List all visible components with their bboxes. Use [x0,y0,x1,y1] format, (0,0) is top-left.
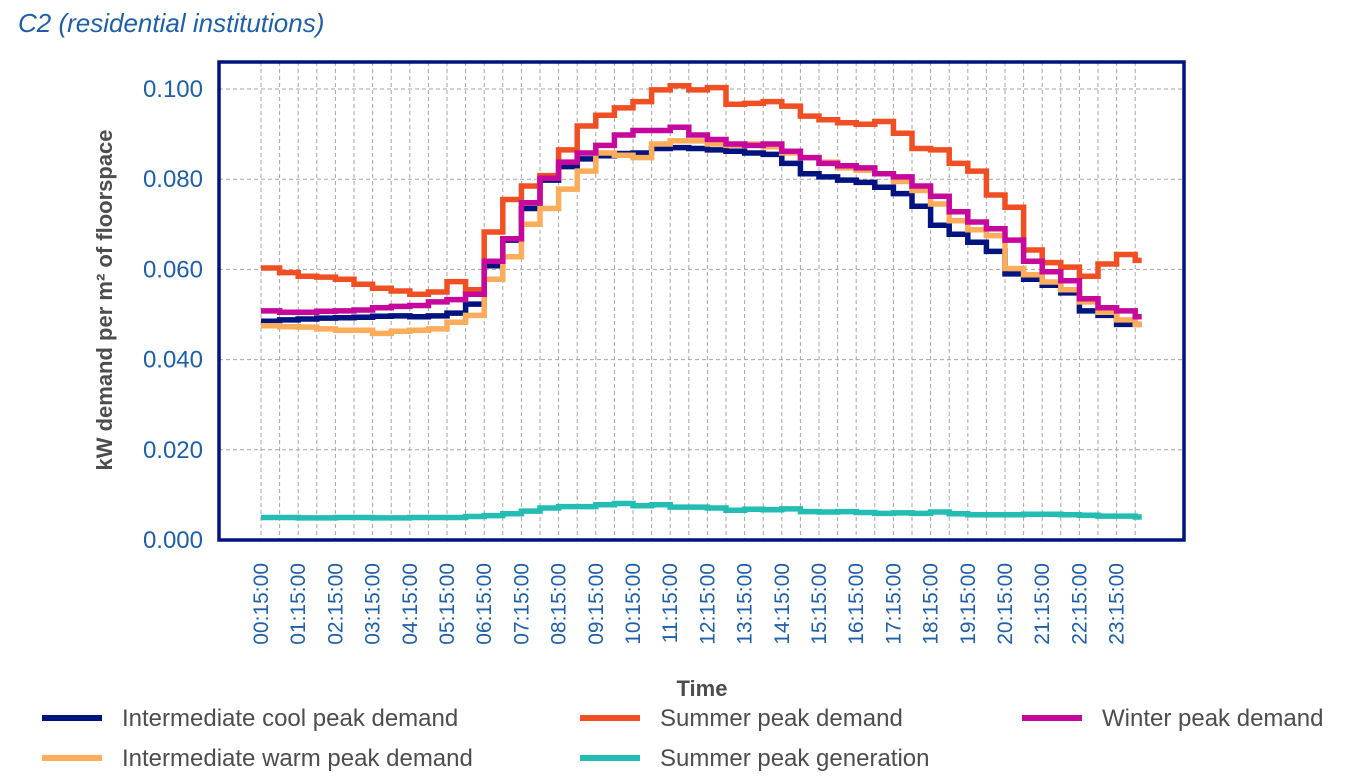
y-tick-label: 0.000 [143,527,203,554]
x-tick-label: 08:15:00 [548,563,571,645]
x-tick-label: 07:15:00 [510,563,533,645]
y-tick-label: 0.080 [143,166,203,193]
x-tick-label: 19:15:00 [957,563,980,645]
x-tick-label: 18:15:00 [920,563,943,645]
x-tick-label: 00:15:00 [250,563,273,645]
series-line [261,124,1142,320]
legend-label: Summer peak demand [660,705,903,732]
x-axis-title: Time [677,676,728,701]
series-line [261,500,1142,521]
y-tick-label: 0.020 [143,437,203,464]
x-tick-label: 11:15:00 [659,563,682,643]
series-lines [261,83,1142,521]
x-tick-label: 17:15:00 [882,563,905,645]
x-tick-label: 22:15:00 [1068,563,1091,645]
x-tick-label: 03:15:00 [362,563,385,645]
x-tick-label: 10:15:00 [622,563,645,645]
legend-label: Intermediate warm peak demand [122,745,473,772]
legend-label: Winter peak demand [1102,705,1323,732]
x-tick-label: 14:15:00 [771,563,794,645]
x-tick-label: 20:15:00 [994,563,1017,645]
x-tick-label: 13:15:00 [734,563,757,645]
y-tick-label: 0.060 [143,256,203,283]
legend: Intermediate cool peak demand Summer peak… [42,705,1323,772]
legend-label: Summer peak generation [660,745,929,772]
y-tick-label: 0.100 [143,76,203,103]
series-line [261,144,1142,328]
x-tick-label: 15:15:00 [808,563,831,645]
plot-area-border [217,60,1186,542]
x-tick-label: 23:15:00 [1106,563,1129,645]
y-axis-title: kW demand per m² of floorspace [92,129,117,470]
x-axis-ticks: 00:15:00 01:15:00 02:15:00 03:15:00 04:15:00… [250,563,1129,645]
x-tick-label: 09:15:00 [585,563,608,645]
series-line [261,83,1142,297]
x-tick-label: 12:15:00 [696,563,719,645]
x-tick-label: 06:15:00 [473,563,496,645]
x-tick-label: 05:15:00 [436,563,459,645]
y-tick-label: 0.040 [143,347,203,374]
x-tick-label: 04:15:00 [399,563,422,645]
x-tick-label: 21:15:00 [1031,563,1054,645]
x-tick-label: 01:15:00 [287,563,310,645]
series-line [261,138,1142,337]
x-tick-label: 02:15:00 [324,563,347,645]
x-tick-label: 16:15:00 [845,563,868,645]
legend-label: Intermediate cool peak demand [122,705,458,732]
chart-title: C2 (residential institutions) [18,8,324,38]
y-axis-ticks: 0.000 0.020 0.040 0.060 0.080 0.100 [143,76,203,554]
